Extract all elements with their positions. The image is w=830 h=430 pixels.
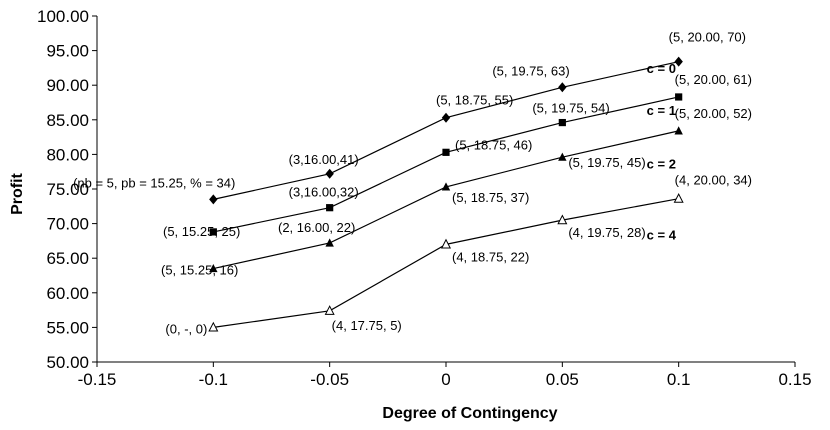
series-name-label: c = 4 [647,228,677,243]
x-tick-label: 0.1 [667,370,691,389]
point-label: (2, 16.00, 22) [278,220,355,235]
x-tick-label: 0.05 [546,370,579,389]
diamond-marker [558,82,567,93]
square-marker [675,93,683,101]
point-label: (5, 20.00, 61) [675,72,752,87]
point-label: (5, 18.75, 37) [452,190,529,205]
triangle-marker [674,126,683,135]
point-label: (5, 20.00, 52) [675,106,752,121]
series-line [213,198,679,328]
series-name-label: c = 1 [647,103,676,118]
series-3: (5, 15.25, 16) (2, 16.00, 22) (5, 18.75, 3… [161,106,752,278]
diamond-marker [441,112,451,123]
x-tick-label: -0.05 [310,370,349,389]
point-label: (5, 18.75, 55) [436,93,513,108]
series-name-label: c = 0 [647,61,676,76]
point-label: (4, 17.75, 5) [332,318,402,333]
y-tick-label: 60.00 [46,284,89,303]
y-tick-label: 55.00 [46,318,89,337]
x-tick-label: -0.1 [199,370,228,389]
axes: 50.00 55.00 60.00 65.00 70.00 75.00 80.00 85.00… [37,7,812,389]
point-label: (5, 15.25, 16) [161,263,238,278]
series-4: (0, -, 0) (4, 17.75, 5) (4, 18.75, 22) (4, … [165,173,752,337]
point-label: (5, 20.00, 70) [669,30,746,45]
point-label: (5, 19.75, 63) [492,63,569,78]
square-marker [326,204,334,212]
y-tick-label: 50.00 [46,353,89,372]
open-triangle-marker [208,321,219,332]
y-tick-label: 90.00 [46,76,89,95]
y-tick-label: 65.00 [46,249,89,268]
triangle-marker [558,152,567,161]
diamond-marker [325,168,334,179]
x-tick-label: 0 [441,370,450,389]
y-axis-title: Profit [9,172,26,214]
point-label: (5, 19.75, 54) [532,101,609,116]
series-line [213,61,679,200]
point-label: (3,16.00,41) [289,152,359,167]
point-label: (4, 19.75, 28) [568,225,645,240]
y-tick-label: 80.00 [46,145,89,164]
x-tick-label: 0.15 [778,370,811,389]
point-label: (4, 18.75, 22) [452,249,529,264]
y-tick-label: 95.00 [46,42,89,61]
point-label: (5, 19.75, 45) [568,155,645,170]
y-tick-label: 85.00 [46,111,89,130]
triangle-marker [441,182,451,191]
point-label: (4, 20.00, 34) [675,173,752,188]
y-tick-label: 100.00 [37,7,89,26]
point-label: (nb = 5, pb = 15.25, % = 34) [73,175,235,190]
series-name-label: c = 2 [647,156,676,171]
series-1: (nb = 5, pb = 15.25, % = 34) (3,16.00,41)… [73,30,746,205]
open-triangle-marker [557,214,568,225]
x-tick-label: -0.15 [78,370,117,389]
triangle-marker [325,238,334,247]
open-triangle-marker [440,238,452,249]
open-triangle-marker [324,305,335,315]
square-marker [209,228,217,236]
y-tick-label: 70.00 [46,215,89,234]
diamond-marker [209,194,218,205]
point-label: (5, 18.75, 46) [455,137,532,152]
point-label: (5, 15.25, 25) [163,224,240,239]
series-2: (5, 15.25, 25) (3,16.00,32) (5, 18.75, 46)… [163,72,752,239]
diamond-marker [674,56,683,67]
open-triangle-marker [673,192,684,203]
triangle-marker [209,263,218,273]
point-label: (0, -, 0) [165,321,207,336]
y-tick-label: 75.00 [46,180,89,199]
square-marker [558,118,566,127]
series-layer: (nb = 5, pb = 15.25, % = 34) (3,16.00,41)… [73,30,752,337]
point-label: (3,16.00,32) [289,185,359,200]
x-axis-title: Degree of Contingency [382,405,557,422]
square-marker [442,148,450,156]
